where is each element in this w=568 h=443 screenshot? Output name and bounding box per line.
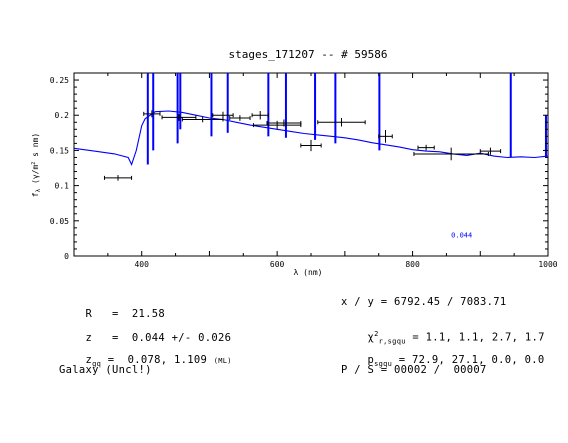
x-tick-label: 600 [270,260,285,269]
redshift-label: 0.044 [451,232,472,240]
chart-title: stages_171207 -- # 59586 [229,48,388,61]
photometry-point [300,139,322,152]
photometry-point [229,115,251,121]
spectrum-line [74,110,548,166]
classification: Galaxy (Uncl!) [59,364,152,376]
r-magnitude: R = 21.58 [85,308,165,320]
photometry-point [212,111,234,119]
y-tick-label: 0 [64,252,69,261]
redshift-estimate: z = 0.044 +/- 0.026 [85,332,232,344]
chi-squared: χ2r,sgqu = 1.1, 1.1, 2.7, 1.7 [367,330,545,346]
photometry-point [413,147,489,161]
plot-frame [73,72,549,257]
y-tick-label: 0.15 [50,146,69,155]
probabilities: psgqu = 72.9, 27.1, 0.0, 0.0 [367,354,545,369]
photometry-point [161,113,197,121]
x-tick-label: 400 [134,260,149,269]
y-tick-label: 0.25 [50,76,69,85]
y-tick-label: 0.2 [55,111,70,120]
photometry-point [479,147,502,155]
y-tick-label: 0.05 [50,217,69,226]
y-axis-label: fλ (γ/m2 s nm) [31,133,42,197]
photometry-point [143,110,161,118]
plate-slit: P / S = 00002 / 00007 [341,364,487,376]
photometry-point [251,111,269,120]
x-tick-label: 1000 [538,260,557,269]
photometry-point [103,175,133,181]
photometry-point [378,130,393,143]
redshift-gq: zgq = 0.078, 1.109 (ML) [85,354,232,369]
photometry-point [317,118,366,127]
x-axis-label: λ (nm) [294,268,323,277]
photometry-point [266,119,302,127]
xy-coordinates: x / y = 6792.45 / 7083.71 [341,296,507,308]
x-tick-label: 800 [405,260,420,269]
photometry-point [252,120,302,130]
y-tick-label: 0.1 [55,182,70,191]
photometry-point [417,144,435,151]
